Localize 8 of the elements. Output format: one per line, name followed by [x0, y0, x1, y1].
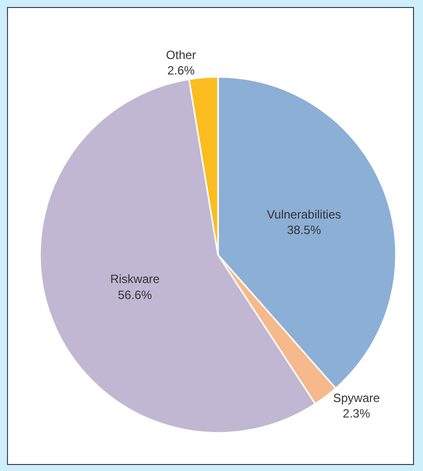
slice-label: Vulnerabilities — [266, 208, 342, 222]
data-label: 2.6% — [167, 64, 196, 78]
slice-label: Spyware — [333, 391, 380, 406]
data-label: 38.5% — [286, 223, 322, 238]
slice-label: Riskware — [110, 272, 160, 286]
slice-label: Other — [166, 48, 196, 62]
data-label: 2.3% — [342, 406, 370, 421]
data-label: 56.6% — [118, 288, 152, 302]
